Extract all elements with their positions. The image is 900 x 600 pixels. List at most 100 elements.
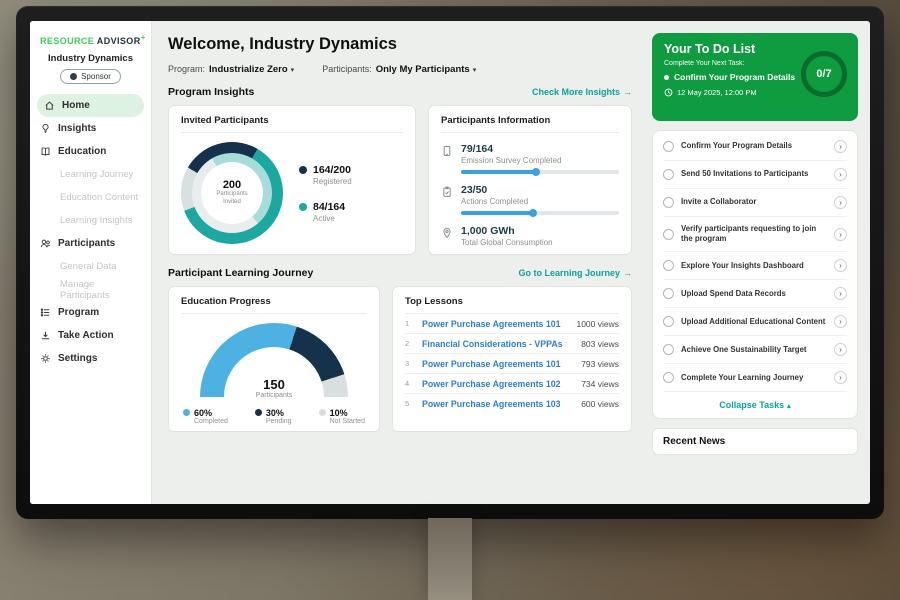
lightbulb-icon <box>42 124 49 133</box>
invited-participants-card: Invited Participants 200 Participants In… <box>168 105 416 255</box>
sidebar-item-home[interactable]: Home <box>37 94 144 117</box>
lesson-views: 734 views <box>581 378 619 389</box>
chevron-right-icon[interactable]: › <box>834 168 847 181</box>
legend-dot-active <box>299 202 307 211</box>
task-checkbox[interactable] <box>663 197 674 208</box>
task-checkbox[interactable] <box>663 288 674 300</box>
task-row[interactable]: Confirm Your Program Details › <box>663 133 847 161</box>
task-row[interactable]: Complete Your Learning Journey › <box>663 364 847 393</box>
education-progress-legend: 60% Completed 30% Pending <box>181 408 367 425</box>
task-label: Send 50 Invitations to Participants <box>681 169 809 179</box>
task-row[interactable]: Achieve One Sustainability Target › <box>663 336 847 365</box>
task-row[interactable]: Invite a Collaborator › <box>663 189 847 217</box>
gauge-center-label: Participants <box>255 392 293 399</box>
participants-information-card: Participants Information 79/164 Emission… <box>428 105 632 255</box>
todo-next-task-label: Confirm Your Program Details <box>674 72 796 82</box>
participants-filter-label: Participants: <box>322 64 372 74</box>
completed-label: Completed <box>194 418 228 425</box>
sidebar-item-education[interactable]: Education <box>30 140 151 163</box>
lesson-link[interactable]: Power Purchase Agreements 103 <box>422 398 561 409</box>
task-checkbox[interactable] <box>663 344 674 356</box>
lesson-link[interactable]: Power Purchase Agreements 101 <box>422 358 561 369</box>
sidebar-item-learning-journey[interactable]: Learning Journey <box>30 163 151 186</box>
task-checkbox[interactable] <box>663 316 674 328</box>
sidebar-item-insights[interactable]: Insights <box>30 117 151 140</box>
org-name: Industry Dynamics <box>48 53 133 64</box>
consumption-stat: 1,000 GWh Total Global Consumption <box>441 225 619 247</box>
todo-progress-ring: 0/7 <box>801 51 847 97</box>
task-row[interactable]: Verify participants requesting to join t… <box>663 217 847 253</box>
people-icon <box>40 239 51 248</box>
task-label: Explore Your Insights Dashboard <box>681 260 804 270</box>
filter-bar: Program: Industrialize Zero ▾ Participants… <box>168 64 632 75</box>
chevron-right-icon[interactable]: › <box>834 287 847 301</box>
registered-label: Registered <box>313 176 352 186</box>
brand-logo: RESOURCE ADVISOR+ <box>30 31 151 50</box>
sponsor-badge[interactable]: Sponsor <box>60 69 121 84</box>
sidebar-item-label: Insights <box>58 123 97 134</box>
sidebar-item-education-content[interactable]: Education Content <box>30 186 151 209</box>
active-label: Active <box>313 213 335 223</box>
chevron-right-icon[interactable]: › <box>834 259 847 273</box>
go-to-learning-journey-label: Go to Learning Journey <box>518 268 620 278</box>
participants-filter[interactable]: Participants: Only My Participants ▾ <box>322 64 476 75</box>
check-more-insights-label: Check More Insights <box>531 87 620 97</box>
monitor-bezel: RESOURCE ADVISOR+ Industry Dynamics Spon… <box>16 6 884 519</box>
sponsor-dot-icon <box>70 73 78 80</box>
program-insights-header: Program Insights Check More Insights → <box>168 86 632 98</box>
sidebar-item-take-action[interactable]: Take Action <box>30 324 151 347</box>
chevron-right-icon[interactable]: › <box>834 140 847 153</box>
emission-survey-progressbar <box>461 168 619 176</box>
insights-cards-row: Invited Participants 200 Participants In… <box>168 105 632 255</box>
lesson-rank: 5 <box>405 399 410 408</box>
task-label: Confirm Your Program Details <box>681 141 793 151</box>
learning-journey-header: Participant Learning Journey Go to Learn… <box>168 267 632 279</box>
chevron-right-icon[interactable]: › <box>834 343 847 357</box>
lesson-link[interactable]: Power Purchase Agreements 101 <box>422 318 561 329</box>
todo-next-task[interactable]: Confirm Your Program Details <box>664 72 804 82</box>
legend-dot-not-started <box>318 409 326 416</box>
consumption-label: Total Global Consumption <box>461 238 553 247</box>
sidebar-item-manage-participants[interactable]: Manage Participants <box>30 278 151 301</box>
task-row[interactable]: Upload Spend Data Records › <box>663 280 847 309</box>
monitor-stand <box>428 518 472 600</box>
task-checkbox[interactable] <box>663 372 674 384</box>
lesson-rank: 1 <box>405 319 410 328</box>
lesson-link[interactable]: Power Purchase Agreements 102 <box>422 378 561 389</box>
legend-active: 84/164 Active <box>299 201 352 223</box>
recent-news-title: Recent News <box>663 436 726 448</box>
top-lessons-title: Top Lessons <box>405 296 619 314</box>
task-checkbox[interactable] <box>663 141 674 152</box>
lesson-rank: 3 <box>405 359 410 368</box>
sidebar-item-label: Settings <box>58 353 98 364</box>
chevron-right-icon[interactable]: › <box>834 196 847 209</box>
task-row[interactable]: Upload Additional Educational Content › <box>663 308 847 337</box>
program-filter[interactable]: Program: Industrialize Zero ▾ <box>168 64 294 75</box>
task-checkbox[interactable] <box>663 260 674 272</box>
sidebar-item-settings[interactable]: Settings <box>30 347 151 370</box>
task-label: Verify participants requesting to join t… <box>681 224 817 244</box>
go-to-learning-journey-link[interactable]: Go to Learning Journey → <box>518 268 632 278</box>
chevron-down-icon: ▾ <box>290 67 295 74</box>
pending-value: 30% <box>265 408 284 418</box>
task-checkbox[interactable] <box>663 228 674 240</box>
completed-value: 60% <box>194 408 213 418</box>
check-more-insights-link[interactable]: Check More Insights → <box>532 87 632 97</box>
collapse-tasks-link[interactable]: Collapse Tasks ▴ <box>663 392 847 418</box>
gear-icon <box>41 354 50 363</box>
sidebar-item-learning-insights[interactable]: Learning Insights <box>30 209 151 232</box>
sidebar-item-program[interactable]: Program <box>30 301 151 324</box>
task-checkbox[interactable] <box>663 169 674 180</box>
sidebar-item-general-data[interactable]: General Data <box>30 255 151 278</box>
lesson-row: 2 Financial Considerations - VPPAs 803 v… <box>405 334 619 354</box>
lesson-link[interactable]: Financial Considerations - VPPAs <box>422 338 563 349</box>
chevron-right-icon[interactable]: › <box>834 227 847 241</box>
task-row[interactable]: Explore Your Insights Dashboard › <box>663 252 847 281</box>
sidebar-item-label: Home <box>62 100 90 111</box>
chevron-right-icon[interactable]: › <box>834 315 847 329</box>
todo-panel: Your To Do List Complete Your Next Task:… <box>646 21 870 504</box>
sidebar-item-participants[interactable]: Participants <box>30 232 151 255</box>
task-row[interactable]: Send 50 Invitations to Participants › <box>663 161 847 189</box>
chevron-right-icon[interactable]: › <box>834 371 847 385</box>
sidebar-item-label: Program <box>58 307 100 318</box>
